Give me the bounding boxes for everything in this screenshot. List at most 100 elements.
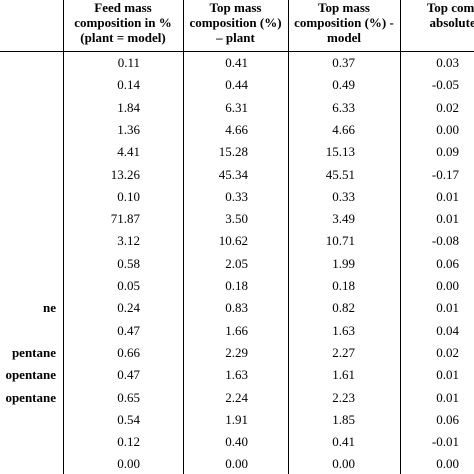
table-cell: 13.26 — [110, 167, 140, 182]
table-cell: 0.00 — [436, 122, 459, 137]
table-cell: 6.33 — [332, 100, 355, 115]
header-feed-mass: Feed mass composition in % (plant = mode… — [63, 0, 183, 45]
table-cell: 0.24 — [117, 300, 140, 315]
table-cell: 10.62 — [218, 233, 248, 248]
table-cell: 1.61 — [332, 367, 355, 382]
table-cell: 0.54 — [117, 412, 140, 427]
header-top-plant: Top mass composition (%) – plant — [183, 0, 288, 45]
header-line: Feed mass — [94, 0, 152, 15]
table-cell: 2.29 — [225, 345, 248, 360]
row-label: opentane — [5, 390, 56, 405]
table-cell: 45.51 — [325, 167, 355, 182]
table-cell: 1.63 — [332, 323, 355, 338]
header-line: composition in % — [74, 15, 172, 30]
table-cell: 0.58 — [117, 256, 140, 271]
table-cell: 15.13 — [325, 144, 355, 159]
table-cell: 0.83 — [225, 300, 248, 315]
table-cell: 0.47 — [117, 367, 140, 382]
table-cell: -0.01 — [431, 434, 459, 449]
table-cell: 1.85 — [332, 412, 355, 427]
table-cell: 45.34 — [218, 167, 248, 182]
table-cell: 0.01 — [436, 300, 459, 315]
table-cell: 0.14 — [117, 77, 140, 92]
table-cell: 0.00 — [332, 456, 355, 471]
table-cell: -0.08 — [431, 233, 459, 248]
table-cell: 1.84 — [117, 100, 140, 115]
table-cell: 0.00 — [436, 278, 459, 293]
table-cell: 6.31 — [225, 100, 248, 115]
row-label: ne — [43, 300, 56, 315]
table-cell: 2.23 — [332, 390, 355, 405]
header-divider — [0, 51, 474, 52]
table-cell: 0.09 — [436, 144, 459, 159]
table-cell: 0.82 — [332, 300, 355, 315]
table-cell: 10.71 — [325, 233, 355, 248]
header-absolute-error: Top compos absolute er — [400, 0, 474, 30]
table-cell: 0.33 — [225, 189, 248, 204]
table-cell: 0.41 — [225, 55, 248, 70]
table-cell: 0.41 — [332, 434, 355, 449]
table-cell: 1.99 — [332, 256, 355, 271]
table-cell: 0.44 — [225, 77, 248, 92]
table-cell: 0.06 — [436, 412, 459, 427]
table-cell: 0.40 — [225, 434, 248, 449]
table-cell: 0.01 — [436, 189, 459, 204]
table-cell: 0.06 — [436, 256, 459, 271]
table-cell: 1.66 — [225, 323, 248, 338]
table-cell: 0.00 — [225, 456, 248, 471]
header-line: composition (%) - — [294, 15, 394, 30]
table-cell: 0.12 — [117, 434, 140, 449]
table-cell: 0.33 — [332, 189, 355, 204]
table-cell: 0.05 — [117, 278, 140, 293]
table-cell: 1.91 — [225, 412, 248, 427]
table-cell: 4.66 — [332, 122, 355, 137]
table-cell: 0.04 — [436, 323, 459, 338]
table-cell: -0.05 — [431, 77, 459, 92]
table-cell: 3.50 — [225, 211, 248, 226]
header-line: Top mass — [318, 0, 370, 15]
table-cell: 4.41 — [117, 144, 140, 159]
table-cell: 0.18 — [332, 278, 355, 293]
header-line: model — [327, 30, 361, 45]
table-cell: 2.27 — [332, 345, 355, 360]
table-cell: 0.01 — [436, 367, 459, 382]
table-cell: 0.11 — [117, 55, 140, 70]
table-cell: 0.00 — [436, 456, 459, 471]
header-line: composition (%) — [189, 15, 282, 30]
header-line: Top compos — [426, 0, 474, 15]
table-cell: 0.03 — [436, 55, 459, 70]
table-cell: 0.01 — [436, 211, 459, 226]
table-cell: 4.66 — [225, 122, 248, 137]
table-cell: 1.63 — [225, 367, 248, 382]
column-divider — [400, 0, 401, 474]
column-divider — [288, 0, 289, 474]
table-cell: 3.49 — [332, 211, 355, 226]
column-divider — [63, 0, 64, 474]
table-cell: 0.49 — [332, 77, 355, 92]
header-line: (plant = model) — [80, 30, 166, 45]
table-cell: 3.12 — [117, 233, 140, 248]
table-cell: 15.28 — [218, 144, 248, 159]
table-cell: 0.66 — [117, 345, 140, 360]
table-cell: 0.01 — [436, 390, 459, 405]
table-cell: 2.05 — [225, 256, 248, 271]
header-line: – plant — [216, 30, 255, 45]
table-cell: 71.87 — [110, 211, 140, 226]
header-top-model: Top mass composition (%) - model — [288, 0, 400, 45]
table-cell: 2.24 — [225, 390, 248, 405]
column-divider — [183, 0, 184, 474]
table-cell: 0.37 — [332, 55, 355, 70]
table-cell: 0.00 — [117, 456, 140, 471]
table-cell: 0.18 — [225, 278, 248, 293]
table-cell: 0.10 — [117, 189, 140, 204]
header-line: Top mass — [209, 0, 262, 15]
table-cell: -0.17 — [431, 167, 459, 182]
header-line: absolute er — [429, 15, 474, 30]
table-cell: 1.36 — [117, 122, 140, 137]
table-cell: 0.47 — [117, 323, 140, 338]
row-label: opentane — [5, 367, 56, 382]
table-cell: 0.65 — [117, 390, 140, 405]
table-cell: 0.02 — [436, 345, 459, 360]
table-cell: 0.02 — [436, 100, 459, 115]
